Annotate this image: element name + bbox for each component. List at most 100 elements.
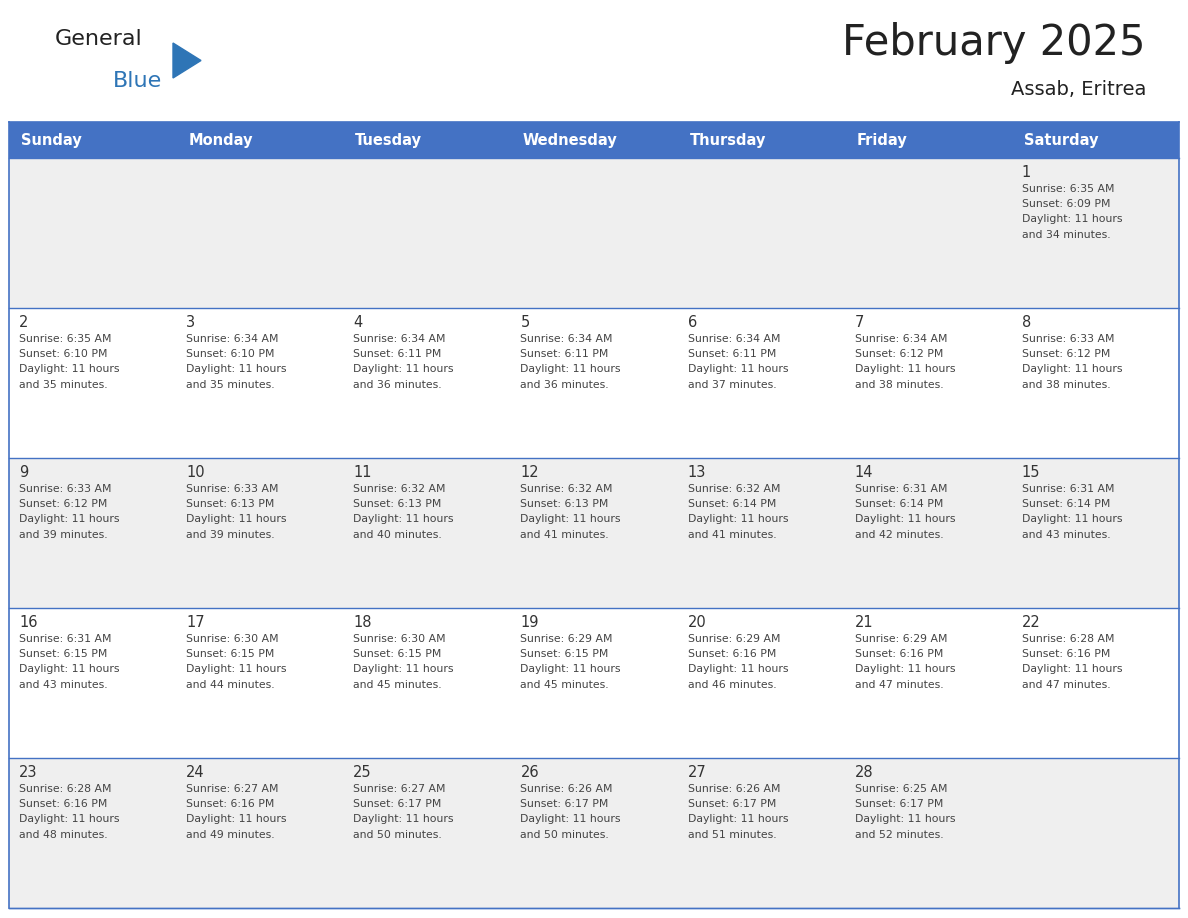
Bar [677, 608, 845, 758]
Text: Sunset: 6:16 PM: Sunset: 6:16 PM [854, 649, 943, 659]
Text: and 42 minutes.: and 42 minutes. [854, 530, 943, 540]
Bar [1012, 308, 1178, 458]
Text: Daylight: 11 hours: Daylight: 11 hours [520, 364, 621, 375]
Text: 28: 28 [854, 765, 873, 780]
Text: Sunrise: 6:30 AM: Sunrise: 6:30 AM [353, 633, 446, 644]
Text: 12: 12 [520, 465, 539, 480]
Text: Wednesday: Wednesday [523, 132, 618, 148]
Text: 19: 19 [520, 615, 539, 630]
Text: Sunrise: 6:27 AM: Sunrise: 6:27 AM [187, 783, 279, 793]
Bar [1012, 158, 1178, 308]
Text: 23: 23 [19, 765, 38, 780]
Bar [343, 458, 511, 608]
Text: 17: 17 [187, 615, 204, 630]
Text: and 41 minutes.: and 41 minutes. [520, 530, 609, 540]
Bar [511, 158, 677, 308]
Text: and 36 minutes.: and 36 minutes. [353, 380, 442, 390]
Text: and 49 minutes.: and 49 minutes. [187, 830, 274, 840]
Text: Sunrise: 6:26 AM: Sunrise: 6:26 AM [688, 783, 781, 793]
Text: Sunrise: 6:33 AM: Sunrise: 6:33 AM [1022, 333, 1114, 343]
Bar [677, 308, 845, 458]
Text: Sunset: 6:11 PM: Sunset: 6:11 PM [520, 349, 608, 359]
Text: Daylight: 11 hours: Daylight: 11 hours [353, 514, 454, 524]
Text: Daylight: 11 hours: Daylight: 11 hours [19, 814, 120, 824]
Text: 20: 20 [688, 615, 707, 630]
Bar [1012, 758, 1178, 908]
Bar [176, 458, 343, 608]
Text: Sunset: 6:17 PM: Sunset: 6:17 PM [688, 799, 776, 809]
Text: Sunset: 6:15 PM: Sunset: 6:15 PM [520, 649, 608, 659]
Bar [10, 608, 176, 758]
Text: Sunrise: 6:34 AM: Sunrise: 6:34 AM [688, 333, 781, 343]
Text: Sunset: 6:15 PM: Sunset: 6:15 PM [19, 649, 107, 659]
Text: Sunrise: 6:31 AM: Sunrise: 6:31 AM [1022, 484, 1114, 494]
Bar [343, 158, 511, 308]
Text: Daylight: 11 hours: Daylight: 11 hours [1022, 215, 1123, 225]
Text: and 48 minutes.: and 48 minutes. [19, 830, 108, 840]
Bar [176, 158, 343, 308]
Text: Sunrise: 6:34 AM: Sunrise: 6:34 AM [187, 333, 279, 343]
Text: Daylight: 11 hours: Daylight: 11 hours [1022, 665, 1123, 675]
Bar [176, 608, 343, 758]
Text: Sunset: 6:13 PM: Sunset: 6:13 PM [187, 499, 274, 509]
Text: Sunset: 6:15 PM: Sunset: 6:15 PM [187, 649, 274, 659]
Bar [511, 758, 677, 908]
Text: 8: 8 [1022, 315, 1031, 330]
Text: Sunset: 6:17 PM: Sunset: 6:17 PM [520, 799, 608, 809]
Text: and 34 minutes.: and 34 minutes. [1022, 230, 1111, 240]
Text: Sunset: 6:16 PM: Sunset: 6:16 PM [1022, 649, 1111, 659]
Text: Sunrise: 6:32 AM: Sunrise: 6:32 AM [353, 484, 446, 494]
Text: Sunday: Sunday [21, 132, 82, 148]
Bar [10, 758, 176, 908]
Text: Sunset: 6:09 PM: Sunset: 6:09 PM [1022, 199, 1111, 209]
Bar [511, 608, 677, 758]
Text: and 47 minutes.: and 47 minutes. [1022, 680, 1111, 690]
Text: Sunset: 6:13 PM: Sunset: 6:13 PM [353, 499, 442, 509]
Text: 5: 5 [520, 315, 530, 330]
Text: Daylight: 11 hours: Daylight: 11 hours [1022, 364, 1123, 375]
Text: Sunrise: 6:28 AM: Sunrise: 6:28 AM [1022, 633, 1114, 644]
Bar [845, 458, 1012, 608]
Text: 25: 25 [353, 765, 372, 780]
Text: 1: 1 [1022, 165, 1031, 180]
Text: Daylight: 11 hours: Daylight: 11 hours [19, 665, 120, 675]
Text: Sunset: 6:10 PM: Sunset: 6:10 PM [19, 349, 107, 359]
Text: Sunset: 6:14 PM: Sunset: 6:14 PM [854, 499, 943, 509]
Text: Daylight: 11 hours: Daylight: 11 hours [688, 514, 788, 524]
Text: Daylight: 11 hours: Daylight: 11 hours [353, 814, 454, 824]
Text: Daylight: 11 hours: Daylight: 11 hours [688, 814, 788, 824]
Text: Sunset: 6:14 PM: Sunset: 6:14 PM [1022, 499, 1111, 509]
Text: and 47 minutes.: and 47 minutes. [854, 680, 943, 690]
Text: Daylight: 11 hours: Daylight: 11 hours [187, 514, 286, 524]
Text: Sunrise: 6:29 AM: Sunrise: 6:29 AM [688, 633, 781, 644]
Text: 27: 27 [688, 765, 707, 780]
Text: and 37 minutes.: and 37 minutes. [688, 380, 776, 390]
Text: Daylight: 11 hours: Daylight: 11 hours [1022, 514, 1123, 524]
Text: Sunrise: 6:28 AM: Sunrise: 6:28 AM [19, 783, 112, 793]
Text: 18: 18 [353, 615, 372, 630]
Text: 22: 22 [1022, 615, 1041, 630]
Text: General: General [55, 29, 143, 49]
Bar [10, 158, 176, 308]
Bar [845, 158, 1012, 308]
Text: Sunset: 6:14 PM: Sunset: 6:14 PM [688, 499, 776, 509]
Text: Sunrise: 6:29 AM: Sunrise: 6:29 AM [520, 633, 613, 644]
Text: 14: 14 [854, 465, 873, 480]
Bar [845, 758, 1012, 908]
Text: 10: 10 [187, 465, 204, 480]
Text: and 38 minutes.: and 38 minutes. [1022, 380, 1111, 390]
Text: Daylight: 11 hours: Daylight: 11 hours [187, 364, 286, 375]
Text: Daylight: 11 hours: Daylight: 11 hours [854, 514, 955, 524]
Text: Sunset: 6:10 PM: Sunset: 6:10 PM [187, 349, 274, 359]
Text: Friday: Friday [857, 132, 908, 148]
Text: Blue: Blue [113, 71, 163, 91]
Bar [511, 458, 677, 608]
Text: Sunrise: 6:32 AM: Sunrise: 6:32 AM [520, 484, 613, 494]
Text: Sunrise: 6:34 AM: Sunrise: 6:34 AM [854, 333, 947, 343]
Text: Sunrise: 6:25 AM: Sunrise: 6:25 AM [854, 783, 947, 793]
Bar [845, 308, 1012, 458]
Text: Sunset: 6:17 PM: Sunset: 6:17 PM [854, 799, 943, 809]
Text: Saturday: Saturday [1024, 132, 1099, 148]
Text: Sunrise: 6:35 AM: Sunrise: 6:35 AM [19, 333, 112, 343]
Text: 21: 21 [854, 615, 873, 630]
